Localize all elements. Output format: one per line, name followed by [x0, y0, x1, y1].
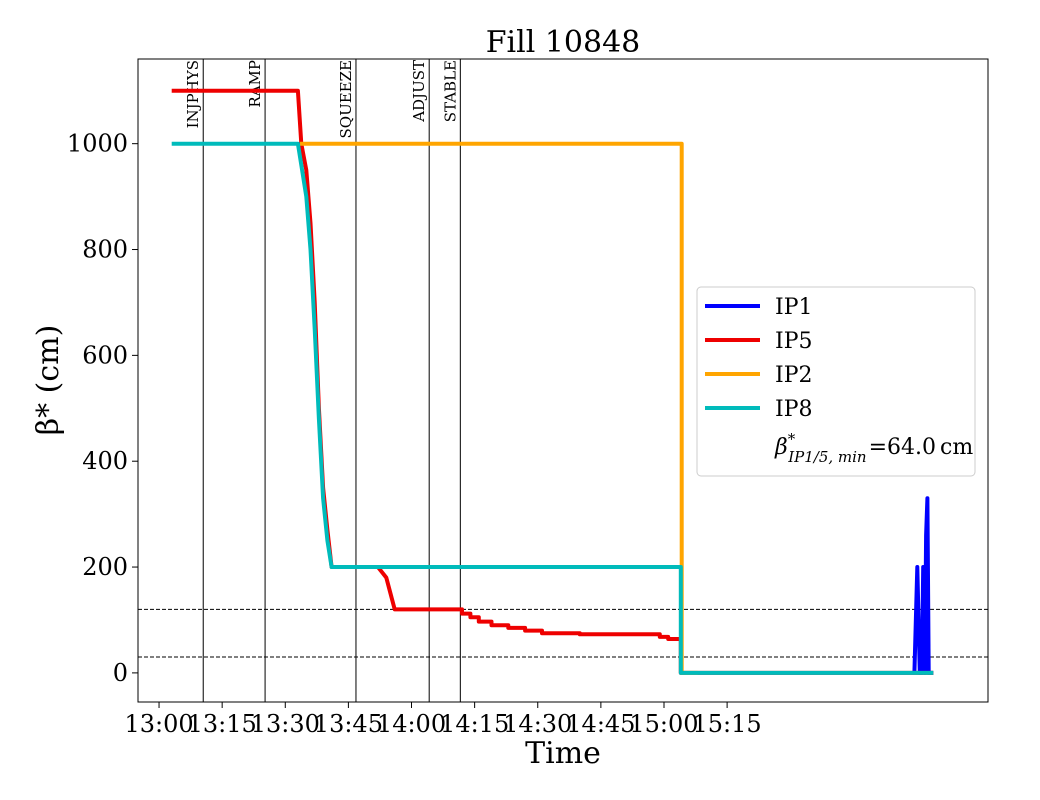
y-tick-label: 400 [82, 447, 128, 475]
legend-entry-beta-min: β* IP1/5, min=64.0 cm [774, 430, 973, 466]
legend-label-ip2: IP2 [775, 363, 813, 388]
legend-beta-unit: cm [940, 435, 973, 460]
legend-label-ip1: IP1 [775, 295, 813, 320]
phase-label-injphys: INJPHYS [184, 60, 202, 128]
series-line-ip1 [912, 496, 934, 675]
x-tick-label: 13:15 [188, 710, 257, 738]
legend-equals: = [869, 435, 887, 460]
x-tick-label: 15:15 [693, 710, 762, 738]
legend-beta-value: 64.0 [887, 435, 936, 460]
x-tick-label: 13:00 [124, 710, 193, 738]
chart-title: Fill 10848 [486, 25, 641, 60]
phase-markers: INJPHYS RAMP SQUEEZE ADJUST STABLE [184, 59, 461, 702]
x-axis-label: Time [525, 736, 601, 771]
legend-beta-superscript: * [788, 430, 796, 448]
legend-frame [696, 286, 976, 477]
y-axis-label: β* (cm) [31, 325, 66, 436]
legend-beta-symbol: β [774, 435, 788, 460]
plot-frame [137, 58, 989, 703]
series-line-ip2 [300, 141, 698, 675]
y-tick-label: 600 [82, 341, 128, 369]
legend-beta-subscript: IP1/5, min [787, 448, 866, 466]
x-tick-label: 14:15 [440, 710, 509, 738]
series-layer [171, 88, 934, 675]
legend-label-ip5: IP5 [775, 329, 813, 354]
x-axis-ticks: 13:0013:1513:3013:4514:0014:1514:3014:45… [124, 702, 762, 738]
x-tick-label: 14:00 [377, 710, 446, 738]
x-tick-label: 14:30 [503, 710, 572, 738]
y-axis-ticks: 0 200 400 600 800 1000 [67, 130, 138, 687]
y-tick-label: 0 [113, 659, 128, 687]
y-tick-label: 200 [82, 553, 128, 581]
x-tick-label: 13:45 [314, 710, 383, 738]
phase-label-ramp: RAMP [246, 60, 264, 108]
reference-lines [138, 608, 988, 658]
legend-label-ip8: IP8 [775, 397, 813, 422]
x-tick-label: 15:00 [629, 710, 698, 738]
y-tick-label: 1000 [67, 130, 128, 158]
phase-label-adjust: ADJUST [410, 60, 428, 123]
x-tick-label: 13:30 [251, 710, 320, 738]
x-tick-label: 14:45 [566, 710, 635, 738]
y-tick-label: 800 [82, 236, 128, 264]
phase-label-squeeze: SQUEEZE [337, 60, 355, 139]
legend: IP1 IP5 IP2 IP8 β* IP1/5, min=64.0 cm [696, 286, 976, 477]
phase-label-stable: STABLE [441, 60, 459, 122]
series-line-ip8 [171, 141, 934, 675]
